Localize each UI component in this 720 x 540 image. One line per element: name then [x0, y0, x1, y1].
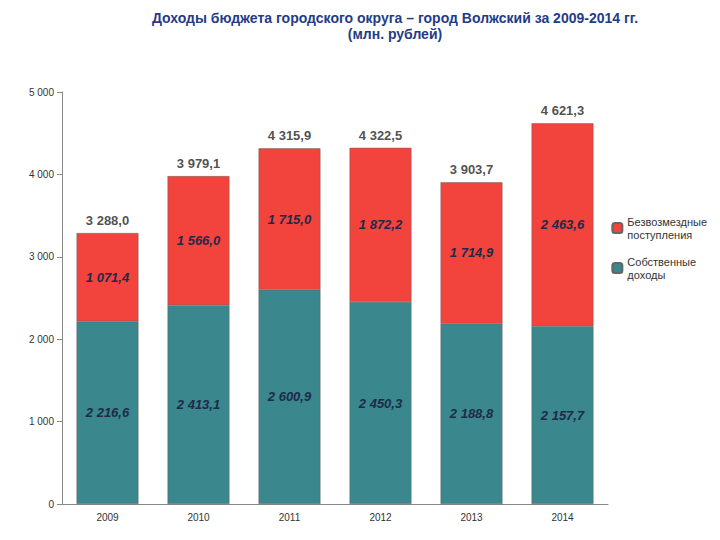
svg-text:2009: 2009	[96, 512, 119, 523]
svg-text:2 216,6: 2 216,6	[85, 405, 130, 420]
svg-text:2 600,9: 2 600,9	[267, 389, 312, 404]
svg-text:2014: 2014	[551, 512, 574, 523]
svg-text:4 000: 4 000	[29, 169, 54, 180]
svg-text:2 188,8: 2 188,8	[449, 406, 494, 421]
svg-text:1 714,9: 1 714,9	[450, 245, 494, 260]
svg-text:4 315,9: 4 315,9	[268, 128, 311, 143]
svg-text:5 000: 5 000	[29, 87, 54, 98]
svg-text:(млн. рублей): (млн. рублей)	[348, 26, 442, 42]
svg-text:3 000: 3 000	[29, 251, 54, 262]
svg-text:0: 0	[48, 499, 54, 510]
svg-text:2013: 2013	[460, 512, 483, 523]
svg-text:2 463,6: 2 463,6	[540, 217, 585, 232]
svg-text:1 715,0: 1 715,0	[268, 212, 312, 227]
svg-text:3 288,0: 3 288,0	[86, 213, 129, 228]
svg-text:2011: 2011	[279, 512, 301, 523]
svg-text:2 000: 2 000	[29, 334, 54, 345]
svg-text:2012: 2012	[369, 512, 392, 523]
svg-text:Безвозмездные: Безвозмездные	[627, 216, 707, 228]
svg-text:1 872,2: 1 872,2	[359, 217, 403, 232]
svg-text:2 450,3: 2 450,3	[358, 396, 403, 411]
svg-text:1 071,4: 1 071,4	[86, 270, 130, 285]
svg-text:Доходы бюджета городского окру: Доходы бюджета городского округа – город…	[152, 10, 638, 26]
svg-text:1 566,0: 1 566,0	[177, 233, 221, 248]
svg-text:2010: 2010	[187, 512, 210, 523]
svg-text:поступления: поступления	[627, 229, 692, 241]
svg-text:4 322,5: 4 322,5	[359, 128, 402, 143]
svg-text:2 157,7: 2 157,7	[540, 408, 585, 423]
svg-text:3 979,1: 3 979,1	[177, 156, 220, 171]
svg-text:Собственные: Собственные	[627, 256, 696, 268]
svg-text:4 621,3: 4 621,3	[541, 103, 584, 118]
svg-text:1 000: 1 000	[29, 416, 54, 427]
svg-text:3 903,7: 3 903,7	[450, 162, 493, 177]
svg-text:2 413,1: 2 413,1	[176, 397, 220, 412]
svg-text:доходы: доходы	[627, 269, 665, 281]
